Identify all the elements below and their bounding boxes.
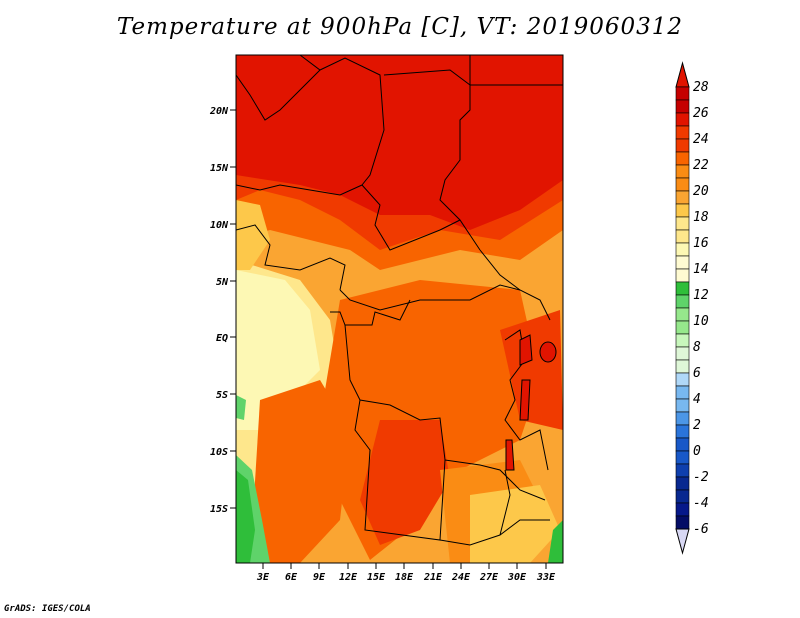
lat-label: 5N bbox=[216, 277, 229, 288]
colorbar-swatch bbox=[675, 268, 690, 283]
colorbar-swatches bbox=[675, 61, 690, 555]
colorbar-swatch bbox=[675, 333, 690, 348]
lat-label: 15N bbox=[210, 163, 229, 174]
colorbar-swatch bbox=[675, 346, 690, 361]
colorbar-swatch bbox=[675, 255, 690, 270]
colorbar-swatch bbox=[675, 138, 690, 153]
lon-label: 21E bbox=[423, 572, 443, 583]
colorbar-swatch bbox=[675, 99, 690, 114]
colorbar-swatch bbox=[675, 437, 690, 452]
grads-credit: GrADS: IGES/COLA bbox=[4, 604, 91, 614]
lat-label: 10S bbox=[210, 447, 228, 458]
colorbar-swatch bbox=[675, 177, 690, 192]
lon-label: 24E bbox=[451, 572, 471, 583]
colorbar-swatch bbox=[675, 398, 690, 413]
temperature-field bbox=[236, 55, 563, 563]
colorbar-swatch bbox=[675, 359, 690, 374]
lat-label: 15S bbox=[210, 504, 228, 515]
colorbar-max-arrow bbox=[675, 61, 690, 88]
colorbar-swatch bbox=[675, 125, 690, 140]
colorbar-swatch bbox=[675, 242, 690, 257]
colorbar: 28 26 24 22 20 18 16 14 12 10 8 6 4 2 0 … bbox=[675, 61, 709, 555]
colorbar-label: 20 bbox=[693, 184, 709, 199]
colorbar-label: 0 bbox=[693, 444, 701, 459]
lon-label: 18E bbox=[395, 572, 414, 583]
lon-label: 6E bbox=[285, 572, 298, 583]
map-title: Temperature at 900hPa [C], VT: 201906031… bbox=[116, 14, 684, 40]
colorbar-swatch bbox=[675, 307, 690, 322]
colorbar-swatch bbox=[675, 203, 690, 218]
colorbar-swatch bbox=[675, 463, 690, 478]
colorbar-swatch bbox=[675, 112, 690, 127]
colorbar-label: 14 bbox=[693, 262, 709, 277]
colorbar-label: -6 bbox=[693, 522, 709, 537]
colorbar-label: 18 bbox=[693, 210, 709, 225]
colorbar-label: -4 bbox=[693, 496, 709, 511]
colorbar-swatch bbox=[675, 411, 690, 426]
lon-label: 12E bbox=[339, 572, 358, 583]
lon-label: 9E bbox=[313, 572, 326, 583]
colorbar-label: 24 bbox=[693, 132, 709, 147]
colorbar-label: 28 bbox=[693, 80, 709, 95]
lon-label: 15E bbox=[367, 572, 386, 583]
colorbar-swatch bbox=[675, 190, 690, 205]
colorbar-label: 8 bbox=[693, 340, 701, 355]
latitude-axis: 20N 15N 10N 5N EQ 5S 10S 15S bbox=[209, 106, 236, 515]
colorbar-swatch bbox=[675, 385, 690, 400]
lat-label: 20N bbox=[209, 106, 229, 117]
colorbar-swatch bbox=[675, 424, 690, 439]
colorbar-swatch bbox=[675, 294, 690, 309]
colorbar-swatch bbox=[675, 151, 690, 166]
colorbar-label: 26 bbox=[693, 106, 709, 121]
colorbar-swatch bbox=[675, 281, 690, 296]
colorbar-swatch bbox=[675, 489, 690, 504]
lat-label: 5S bbox=[216, 390, 228, 401]
lon-label: 33E bbox=[536, 572, 556, 583]
colorbar-swatch bbox=[675, 515, 690, 530]
colorbar-swatch bbox=[675, 476, 690, 491]
lon-label: 3E bbox=[256, 572, 270, 583]
colorbar-min-arrow bbox=[675, 528, 690, 555]
colorbar-swatch bbox=[675, 450, 690, 465]
colorbar-swatch bbox=[675, 229, 690, 244]
colorbar-label: 22 bbox=[693, 158, 709, 173]
colorbar-label: 10 bbox=[693, 314, 709, 329]
map-frame bbox=[235, 54, 564, 564]
colorbar-label: 6 bbox=[693, 366, 701, 381]
longitude-axis: 3E 6E 9E 12E 15E 18E 21E 24E 27E 30E 33E bbox=[256, 563, 556, 583]
colorbar-swatch bbox=[675, 320, 690, 335]
colorbar-label: 4 bbox=[693, 392, 701, 407]
colorbar-label: -2 bbox=[693, 470, 709, 485]
colorbar-swatch bbox=[675, 502, 690, 517]
colorbar-swatch bbox=[675, 372, 690, 387]
lat-label: 10N bbox=[210, 220, 229, 231]
colorbar-label: 16 bbox=[693, 236, 709, 251]
colorbar-label: 12 bbox=[693, 288, 709, 303]
colorbar-labels: 28 26 24 22 20 18 16 14 12 10 8 6 4 2 0 … bbox=[693, 80, 709, 537]
colorbar-swatch bbox=[675, 164, 690, 179]
lon-label: 30E bbox=[507, 572, 527, 583]
colorbar-swatch bbox=[675, 216, 690, 231]
lat-label: EQ bbox=[216, 333, 228, 344]
colorbar-label: 2 bbox=[693, 418, 701, 433]
colorbar-swatch bbox=[675, 86, 690, 101]
lon-label: 27E bbox=[479, 572, 499, 583]
